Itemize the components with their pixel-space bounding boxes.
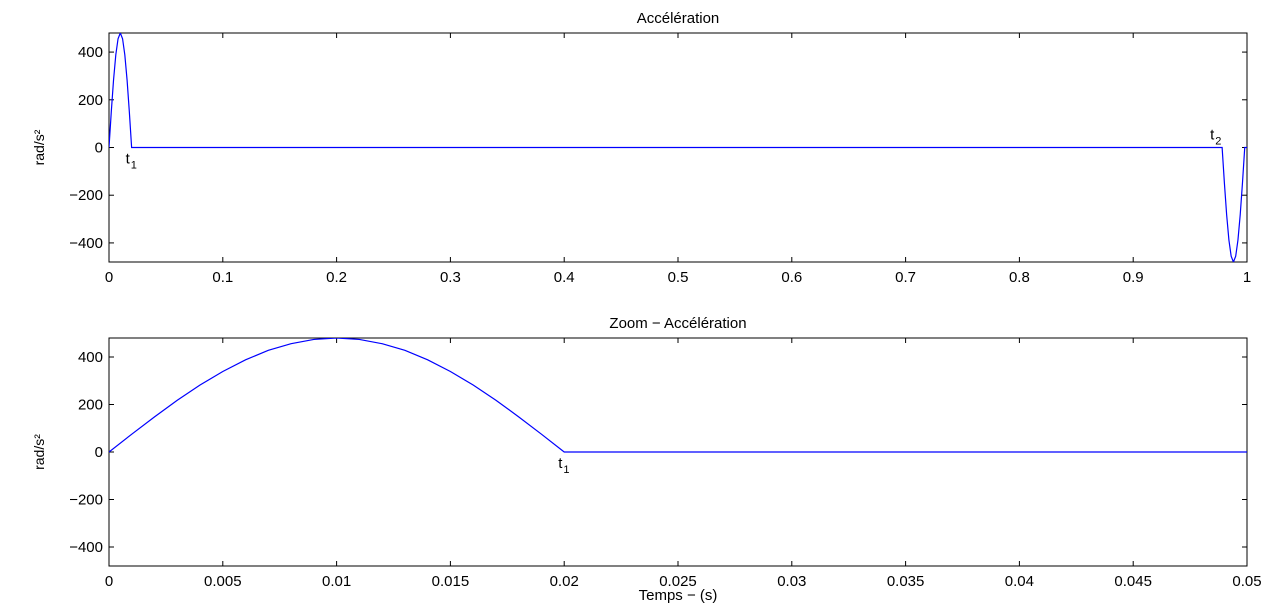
x-axis-label: Temps − (s) xyxy=(639,587,718,604)
x-tick-label: 0.005 xyxy=(204,573,242,590)
annotation-t2: t2 xyxy=(1210,127,1221,148)
y-tick-label: −200 xyxy=(69,187,103,204)
y-tick-label: 400 xyxy=(78,44,103,61)
x-tick-label: 0.04 xyxy=(1005,573,1034,590)
y-axis-label: rad/s² xyxy=(31,129,47,165)
annotation-t1: t1 xyxy=(558,455,569,476)
x-tick-label: 0.015 xyxy=(432,573,470,590)
x-tick-label: 0 xyxy=(105,269,113,286)
x-tick-label: 0.1 xyxy=(212,269,233,286)
x-tick-label: 0.2 xyxy=(326,269,347,286)
y-tick-label: −400 xyxy=(69,235,103,252)
x-tick-label: 0 xyxy=(105,573,113,590)
x-tick-label: 0.9 xyxy=(1123,269,1144,286)
chart-2: 0 0.005 0.01 0.015 0.02 0.025 0.03 0.035 0.04 0.0… xyxy=(31,315,1262,604)
chart-title: Accélération xyxy=(637,10,720,27)
chart-1: 0 0.1 0.2 0.3 0.4 0.5 0.6 0.7 0.8 0.9 1 −400 −200 0 20… xyxy=(31,10,1251,286)
series-line xyxy=(109,33,1247,262)
x-tick-label: 0.5 xyxy=(668,269,689,286)
x-tick-label: 0.01 xyxy=(322,573,351,590)
x-tick-label: 0.02 xyxy=(550,573,579,590)
x-tick-label: 1 xyxy=(1243,269,1251,286)
y-tick-label: 0 xyxy=(95,444,103,461)
series-line xyxy=(109,338,1247,453)
y-tick-label: 400 xyxy=(78,349,103,366)
y-tick-label: 0 xyxy=(95,140,103,157)
x-tick-label: 0.4 xyxy=(554,269,575,286)
x-tick-label: 0.6 xyxy=(781,269,802,286)
y-tick-label: −400 xyxy=(69,539,103,556)
x-tick-label: 0.035 xyxy=(887,573,925,590)
x-tick-label: 0.025 xyxy=(659,573,697,590)
x-tick-label: 0.045 xyxy=(1114,573,1152,590)
annotation-t1: t1 xyxy=(126,151,137,172)
y-tick-label: −200 xyxy=(69,492,103,509)
x-tick-label: 0.03 xyxy=(777,573,806,590)
y-axis-label: rad/s² xyxy=(31,434,47,470)
x-tick-label: 0.05 xyxy=(1232,573,1261,590)
chart-title: Zoom − Accélération xyxy=(609,315,746,332)
y-tick-label: 200 xyxy=(78,397,103,414)
y-tick-label: 200 xyxy=(78,92,103,109)
x-tick-label: 0.3 xyxy=(440,269,461,286)
x-tick-label: 0.7 xyxy=(895,269,916,286)
x-tick-label: 0.8 xyxy=(1009,269,1030,286)
